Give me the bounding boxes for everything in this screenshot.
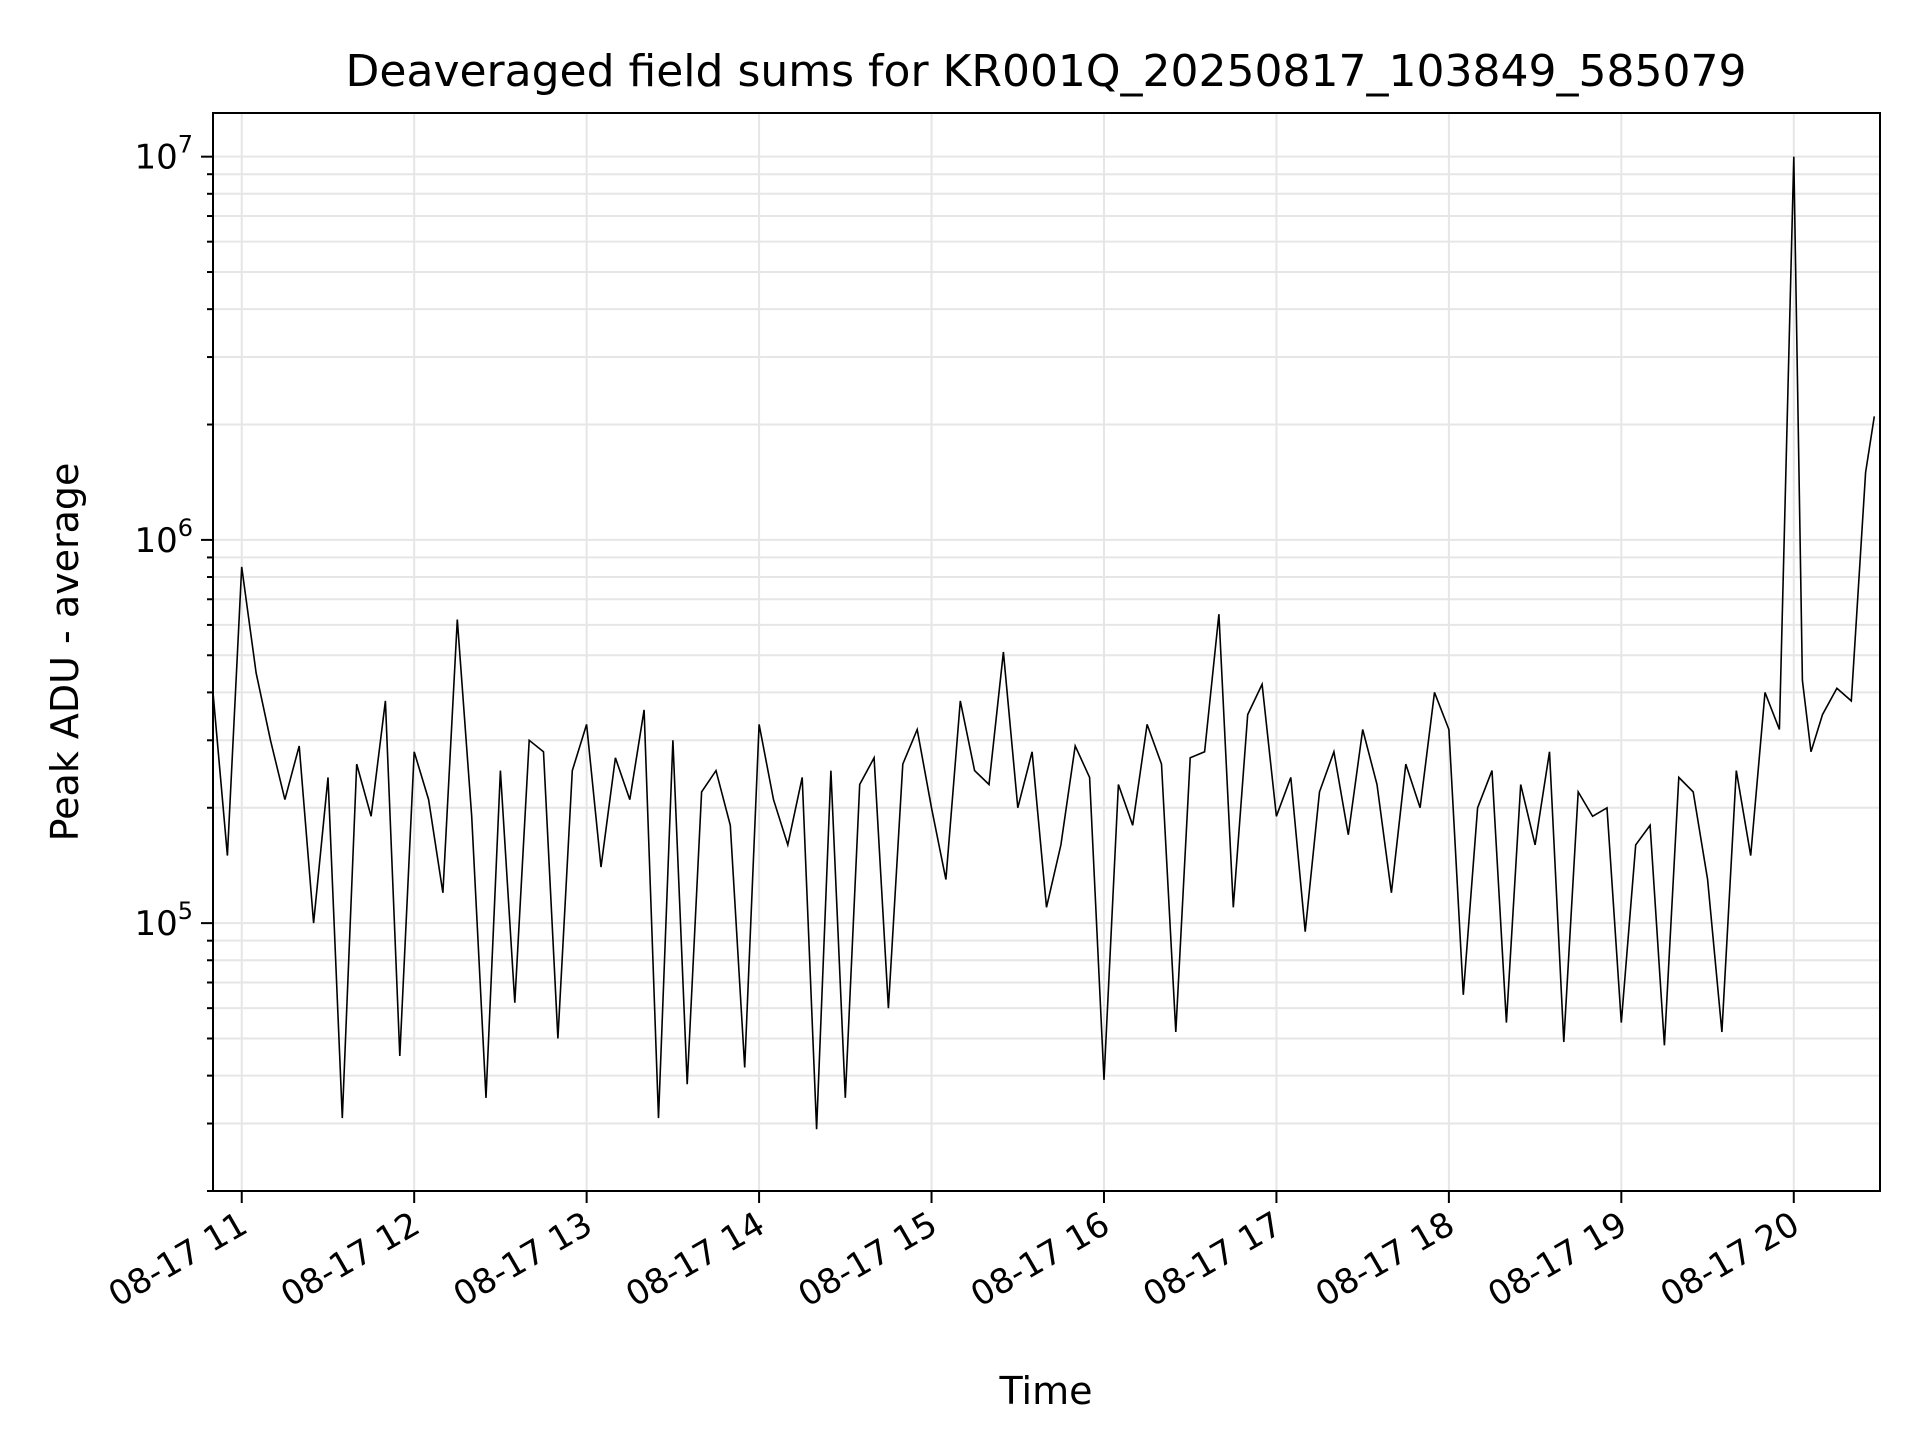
chart-title: Deaveraged field sums for KR001Q_2025081…: [346, 46, 1747, 97]
x-axis-label: Time: [999, 1369, 1093, 1413]
y-tick-label: 107: [134, 131, 193, 178]
plot-frame: [212, 112, 1881, 1192]
data-layer: [212, 156, 1876, 1130]
y-tick-label: 106: [134, 514, 193, 561]
y-axis-label: Peak ADU - average: [43, 463, 87, 842]
y-tick-label: 105: [134, 897, 193, 944]
series-line: [212, 156, 1876, 1130]
